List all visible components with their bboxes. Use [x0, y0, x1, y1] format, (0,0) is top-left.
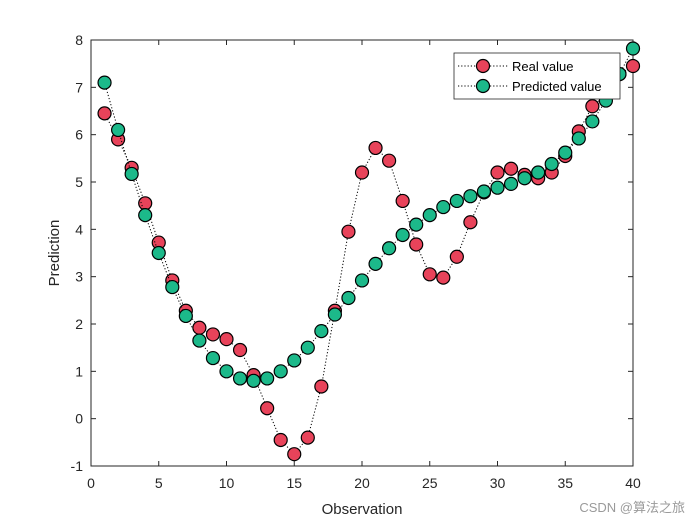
data-point: [341, 290, 356, 306]
legend-label-real-value: Real value: [512, 59, 573, 74]
data-point: [354, 165, 370, 180]
data-point: [395, 193, 410, 209]
data-point: [110, 122, 126, 138]
x-axis-label: Observation: [322, 501, 403, 518]
series-line: [104, 65, 634, 455]
data-point: [260, 401, 275, 416]
y-axis-label: Prediction: [46, 220, 63, 287]
data-point: [327, 307, 342, 322]
data-point: [382, 241, 397, 256]
x-tick-label: 15: [286, 475, 302, 491]
legend: Real value Predicted value: [453, 52, 621, 100]
data-point: [503, 161, 519, 176]
plot-area: [90, 39, 634, 467]
x-tick-label: 0: [87, 475, 95, 491]
data-point: [409, 237, 424, 252]
series-predicted-value: [97, 41, 641, 388]
data-point: [625, 41, 641, 56]
series-layer: [97, 41, 641, 462]
data-point: [341, 224, 356, 239]
data-point: [287, 353, 302, 368]
data-point: [449, 249, 464, 264]
data-point: [219, 332, 234, 347]
legend-marker-real-value: [475, 58, 491, 74]
y-tick-label: 5: [75, 174, 83, 190]
data-point: [97, 106, 112, 121]
data-point: [490, 180, 505, 195]
legend-label-predicted-value: Predicted value: [512, 79, 602, 94]
data-point: [260, 371, 275, 386]
data-point: [138, 208, 153, 223]
data-point: [178, 308, 193, 324]
x-tick-label: 20: [354, 475, 370, 491]
data-point: [151, 245, 166, 261]
data-point: [205, 350, 221, 366]
data-point: [503, 176, 519, 191]
data-point: [314, 379, 329, 394]
data-point: [205, 327, 221, 342]
data-point: [463, 189, 478, 204]
data-point: [436, 199, 451, 215]
data-point: [300, 430, 315, 445]
y-tick-label: 2: [75, 316, 83, 332]
data-point: [287, 447, 302, 462]
data-point: [571, 131, 586, 146]
data-point: [273, 364, 288, 379]
watermark: CSDN @算法之旅: [579, 500, 685, 515]
x-tick-label: 10: [219, 475, 235, 491]
y-tick-label: 7: [75, 79, 83, 95]
data-point: [232, 371, 248, 386]
data-point: [544, 156, 559, 172]
data-point: [368, 140, 383, 156]
y-tick-label: 0: [75, 411, 83, 427]
data-point: [585, 99, 600, 114]
x-tick-label: 35: [557, 475, 573, 491]
data-point: [436, 270, 451, 285]
y-tick-label: 6: [75, 127, 83, 143]
legend-marker-predicted-value: [475, 78, 491, 94]
x-tick-label: 25: [422, 475, 438, 491]
data-point: [138, 196, 153, 211]
data-point: [192, 333, 207, 348]
data-point: [382, 153, 397, 168]
data-point: [395, 227, 410, 243]
data-point: [585, 114, 600, 129]
y-tick-label: 8: [75, 32, 83, 48]
data-point: [490, 165, 505, 180]
data-point: [300, 340, 315, 355]
data-point: [517, 171, 532, 186]
data-point: [232, 342, 248, 358]
data-point: [219, 364, 234, 379]
data-point: [368, 256, 383, 271]
y-tick-label: 4: [75, 221, 83, 237]
data-point: [449, 193, 464, 209]
y-tick-label: 1: [75, 363, 83, 379]
x-tick-label: 40: [625, 475, 641, 491]
data-point: [124, 166, 139, 182]
data-point: [531, 165, 546, 180]
data-point: [314, 324, 329, 339]
data-point: [558, 145, 573, 160]
y-tick-label: -1: [71, 458, 84, 474]
data-point: [273, 432, 288, 448]
data-point: [246, 373, 261, 388]
data-point: [476, 184, 492, 199]
data-point: [422, 208, 437, 223]
y-tick-label: 3: [75, 269, 83, 285]
data-point: [625, 58, 641, 74]
x-tick-label: 30: [490, 475, 506, 491]
data-point: [165, 279, 180, 295]
data-point: [354, 273, 370, 288]
data-point: [409, 217, 424, 232]
x-tick-label: 5: [155, 475, 163, 491]
data-point: [97, 75, 112, 90]
data-point: [422, 267, 437, 282]
data-point: [463, 215, 478, 230]
